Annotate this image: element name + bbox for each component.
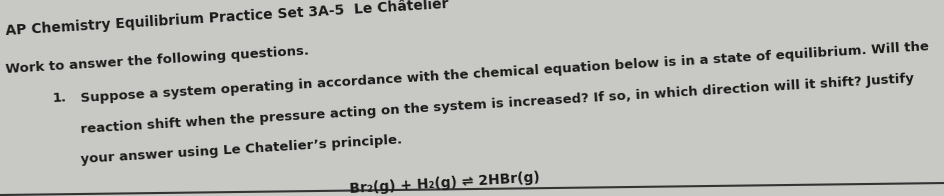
- Text: reaction shift when the pressure acting on the system is increased? If so, in wh: reaction shift when the pressure acting …: [80, 73, 915, 136]
- Text: Br₂(g) + H₂(g) ⇌ 2HBr(g): Br₂(g) + H₂(g) ⇌ 2HBr(g): [349, 171, 540, 196]
- Text: your answer using Le Chatelier’s principle.: your answer using Le Chatelier’s princip…: [80, 133, 402, 166]
- Text: 1.: 1.: [52, 91, 67, 105]
- Text: Work to answer the following questions.: Work to answer the following questions.: [5, 44, 309, 76]
- Text: Suppose a system operating in accordance with the chemical equation below is in : Suppose a system operating in accordance…: [80, 40, 929, 105]
- Text: AP Chemistry Equilibrium Practice Set 3A-5  Le Châtelier: AP Chemistry Equilibrium Practice Set 3A…: [5, 0, 448, 38]
